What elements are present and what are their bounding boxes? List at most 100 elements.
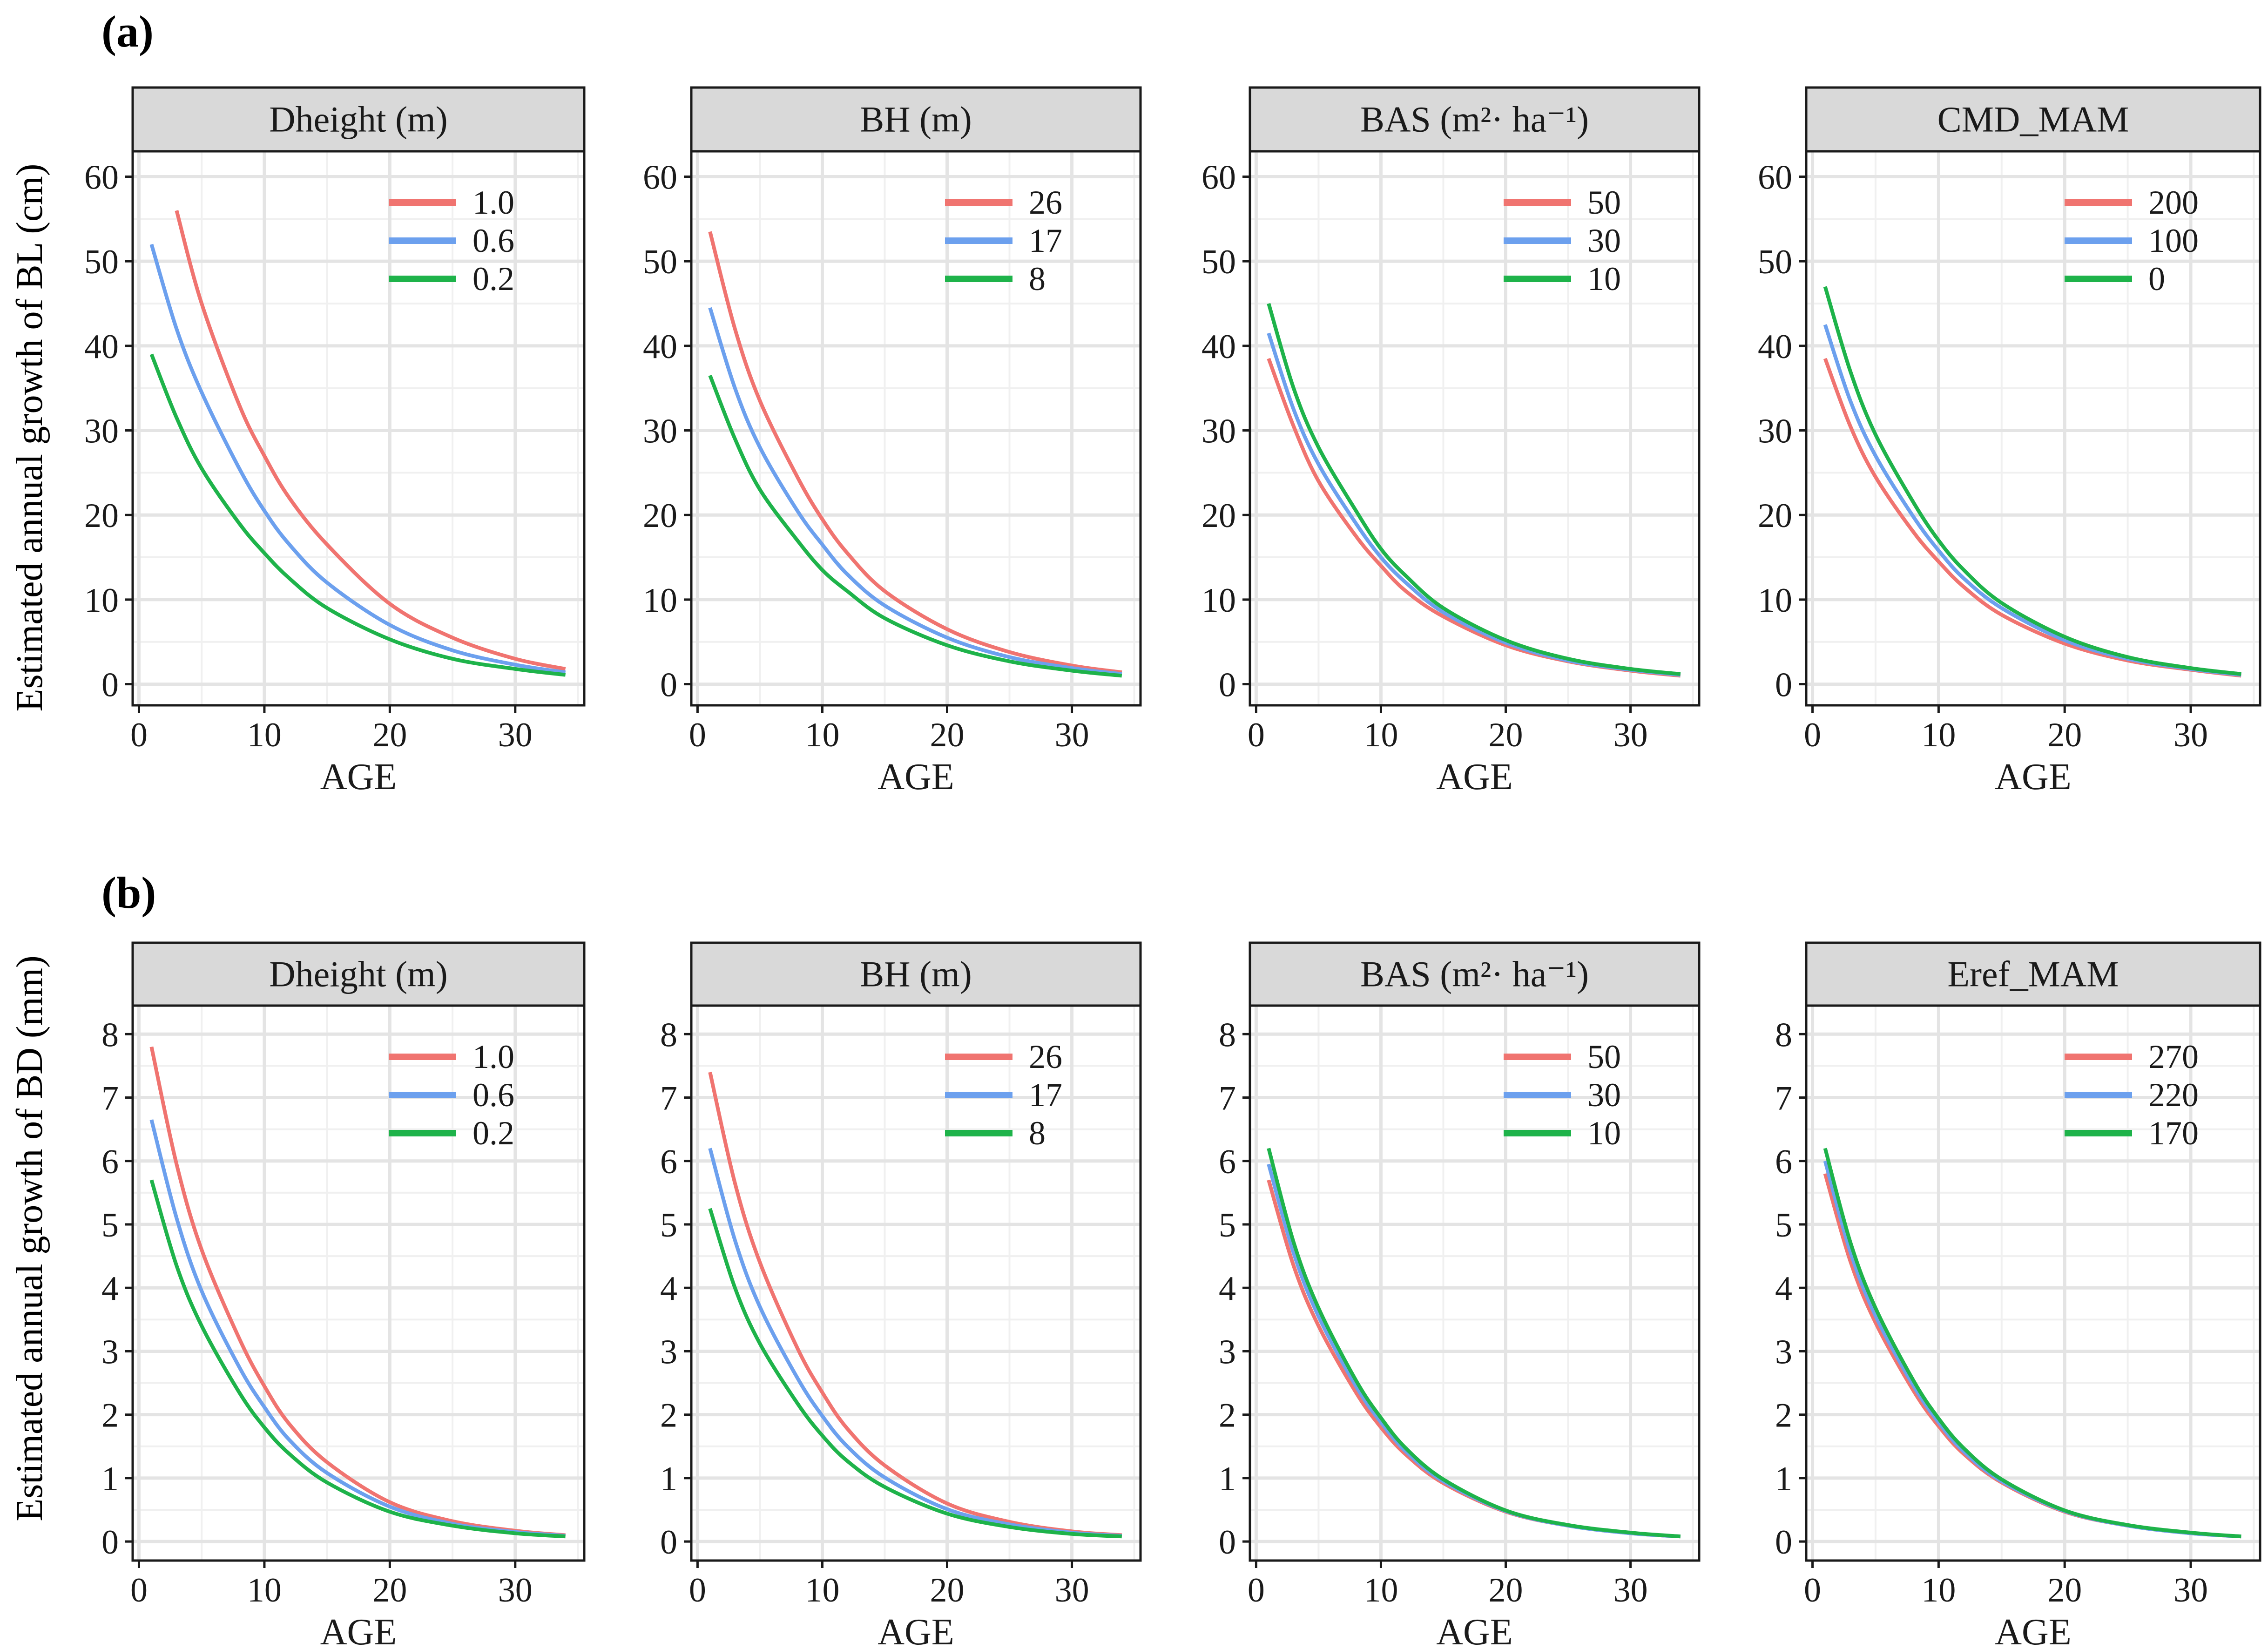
y-tick-label: 50 [84, 243, 119, 281]
y-tick-label: 0 [101, 1523, 119, 1561]
row-a-y-axis-label: Estimated annual growth of BL (cm) [9, 164, 50, 712]
panel-title: BAS (m²· ha⁻¹) [1360, 954, 1589, 994]
y-tick-label: 1 [1219, 1460, 1236, 1498]
panel-title: Eref_MAM [1947, 954, 2119, 994]
y-tick-label: 0 [660, 666, 677, 704]
y-tick-label: 50 [1202, 243, 1236, 281]
y-tick-label: 20 [1758, 497, 1792, 535]
legend-label: 200 [2148, 184, 2199, 221]
panel-title: BH (m) [860, 954, 972, 994]
y-tick-label: 8 [1775, 1016, 1792, 1054]
panel-border [1805, 150, 2261, 707]
chart-panel-1: Dheight (m) 1.00.60.2 0 10 20 30 40 50 60 0 10 20 30… [84, 86, 586, 797]
y-tick-label: 1 [1775, 1460, 1792, 1498]
x-tick-label: 20 [372, 1571, 407, 1609]
y-tick-label: 30 [643, 412, 677, 451]
y-tick-label: 40 [84, 328, 119, 366]
y-tick-label: 50 [643, 243, 677, 281]
legend-label: 8 [1029, 260, 1046, 297]
panel-border [131, 150, 586, 707]
y-tick-label: 60 [1758, 159, 1792, 197]
series-line-0-2 [149, 1179, 566, 1539]
legend-label: 17 [1029, 222, 1062, 259]
legend-label: 170 [2148, 1115, 2199, 1152]
legend-label: 8 [1029, 1115, 1046, 1152]
x-tick-label: 0 [130, 716, 148, 754]
y-tick-label: 0 [1219, 1523, 1236, 1561]
x-axis-title: AGE [1436, 1612, 1512, 1649]
y-tick-label: 0 [101, 666, 119, 704]
y-tick-label: 60 [643, 159, 677, 197]
y-tick-label: 8 [1219, 1016, 1236, 1054]
legend-label: 1.0 [472, 184, 514, 221]
x-tick-label: 0 [689, 716, 706, 754]
x-tick-label: 0 [689, 1571, 706, 1609]
y-tick-label: 10 [643, 581, 677, 620]
y-tick-label: 4 [660, 1270, 677, 1308]
y-tick-label: 10 [1202, 581, 1236, 620]
panel-title: BH (m) [860, 99, 972, 140]
x-tick-label: 30 [1613, 1571, 1648, 1609]
x-tick-label: 0 [130, 1571, 148, 1609]
y-tick-label: 2 [660, 1397, 677, 1435]
y-tick-label: 6 [1775, 1143, 1792, 1181]
y-tick-label: 60 [1202, 159, 1236, 197]
legend-label: 0.2 [472, 1115, 514, 1152]
y-tick-label: 60 [84, 159, 119, 197]
legend-label: 30 [1587, 1076, 1621, 1114]
legend-label: 17 [1029, 1076, 1062, 1114]
chart-panel-5: Dheight (m) 1.00.60.2 0 1 2 3 4 5 6 7 8 0 10 20 30 AGE [101, 941, 586, 1649]
x-tick-label: 30 [498, 716, 533, 754]
x-tick-label: 30 [1055, 716, 1089, 754]
y-tick-label: 7 [101, 1080, 119, 1118]
y-tick-label: 6 [101, 1143, 119, 1181]
x-tick-label: 0 [1804, 716, 1821, 754]
x-tick-label: 10 [247, 716, 282, 754]
x-tick-label: 10 [1364, 716, 1398, 754]
legend-label: 220 [2148, 1076, 2199, 1114]
x-tick-label: 30 [2174, 716, 2208, 754]
x-tick-label: 20 [1489, 716, 1523, 754]
y-tick-label: 0 [1775, 1523, 1792, 1561]
legend-label: 30 [1587, 222, 1621, 259]
series-line-8 [708, 374, 1122, 678]
y-tick-label: 4 [1775, 1270, 1792, 1308]
panel-border [1805, 1004, 2261, 1562]
y-tick-label: 30 [1202, 412, 1236, 451]
y-tick-label: 40 [1758, 328, 1792, 366]
legend-label: 50 [1587, 184, 1621, 221]
x-tick-label: 0 [1248, 716, 1265, 754]
y-tick-label: 6 [660, 1143, 677, 1181]
x-tick-label: 30 [1613, 716, 1648, 754]
y-tick-label: 7 [1219, 1080, 1236, 1118]
y-tick-label: 5 [1219, 1206, 1236, 1244]
legend-label: 0.6 [472, 1076, 514, 1114]
panel-border [690, 150, 1142, 707]
series-line-0-6 [149, 243, 566, 675]
legend-label: 1.0 [472, 1038, 514, 1075]
series-line-26 [708, 1072, 1122, 1537]
plot-background [133, 151, 584, 705]
plot-background [1250, 151, 1699, 705]
panel-border [690, 1004, 1142, 1562]
x-axis-title: AGE [1436, 757, 1512, 797]
y-tick-label: 7 [660, 1080, 677, 1118]
legend-label: 0.2 [472, 260, 514, 297]
panel-header [1249, 941, 1701, 1007]
panel-header [131, 86, 586, 153]
x-axis-title: AGE [320, 757, 397, 797]
y-tick-label: 0 [1775, 666, 1792, 704]
y-tick-label: 7 [1775, 1080, 1792, 1118]
x-tick-label: 10 [247, 1571, 282, 1609]
y-tick-label: 20 [1202, 497, 1236, 535]
y-tick-label: 5 [660, 1206, 677, 1244]
panel-title: BAS (m²· ha⁻¹) [1360, 99, 1589, 140]
series-line-170 [1823, 1148, 2241, 1539]
series-line-1-0 [149, 1046, 566, 1537]
legend-label: 50 [1587, 1038, 1621, 1075]
